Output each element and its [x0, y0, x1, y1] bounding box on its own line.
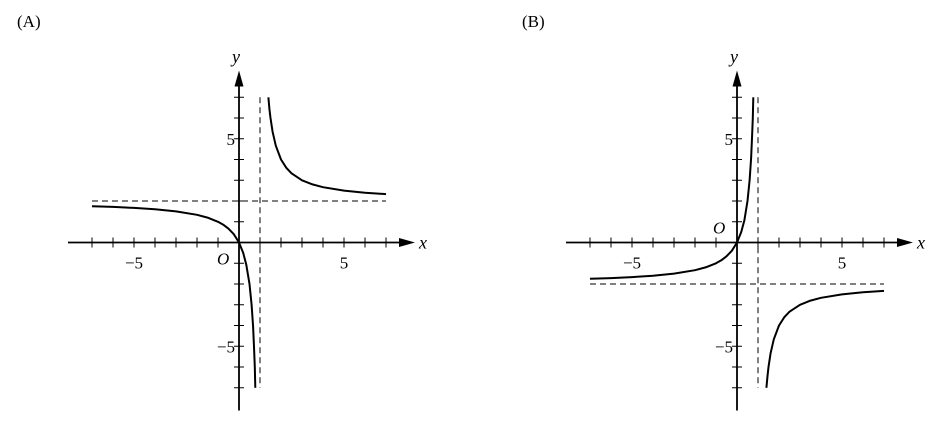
y-axis-arrow	[732, 70, 742, 87]
y-axis-label: y	[230, 47, 240, 67]
x-axis-label: x	[916, 233, 925, 253]
graph-panel-b: (B) −5 5 5 −5 x y O	[522, 12, 925, 411]
y-axis-label: y	[728, 47, 738, 67]
origin-label: O	[217, 250, 229, 269]
x-tick-label: −5	[623, 254, 641, 273]
y-axis-arrow	[234, 70, 244, 87]
curve-branch-2	[765, 289, 885, 388]
x-axis-arrow	[897, 238, 913, 247]
y-tick-label: −5	[715, 337, 733, 356]
panel-label: (B)	[522, 12, 545, 31]
x-tick-label: 5	[340, 254, 349, 273]
y-tick-label: 5	[227, 130, 236, 149]
x-axis-arrow	[399, 238, 415, 247]
panel-label: (A)	[17, 12, 41, 31]
curve-branch-1	[589, 97, 755, 280]
y-tick-label: 5	[725, 130, 734, 149]
x-tick-label: −5	[125, 254, 143, 273]
graph-panel-a: (A) −5 5 5 −5 x y O	[17, 12, 427, 411]
x-axis-label: x	[418, 233, 427, 253]
origin-label: O	[713, 219, 725, 238]
y-tick-label: −5	[217, 337, 235, 356]
curve-branch-1	[91, 205, 257, 388]
x-tick-label: 5	[838, 254, 847, 273]
curve-branch-2	[267, 97, 387, 196]
